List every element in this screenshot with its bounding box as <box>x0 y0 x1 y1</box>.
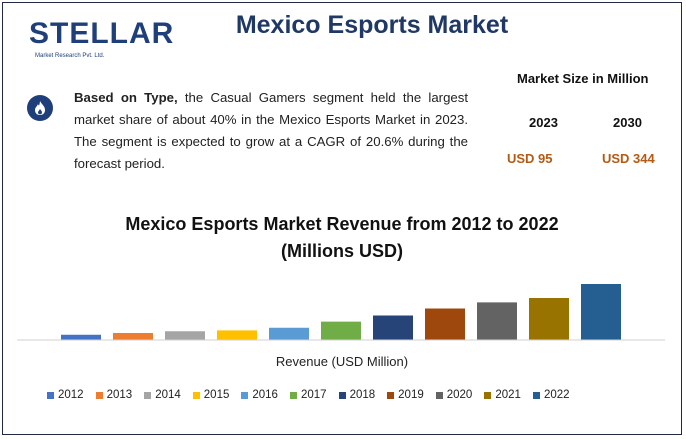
bar-2021 <box>529 298 569 340</box>
legend-swatch <box>532 391 540 399</box>
legend-swatch <box>484 391 492 399</box>
legend-item-2020: 2020 <box>435 389 473 401</box>
legend-swatch <box>289 391 297 399</box>
legend-label: 2020 <box>446 389 473 401</box>
summary-lead: Based on Type, <box>74 90 178 105</box>
legend-swatch <box>47 391 54 399</box>
bar-group <box>61 284 621 340</box>
logo-wordmark: STELLAR <box>29 17 175 50</box>
legend-swatch <box>387 391 395 399</box>
legend-label: 2018 <box>349 389 376 401</box>
legend-item-2018: 2018 <box>338 389 376 401</box>
chart-title-line: Mexico Esports Market Revenue from 2012 … <box>125 214 559 234</box>
bar-2022 <box>581 284 621 340</box>
stellar-logo: STELLAR Market Research Pvt. Ltd. <box>29 17 173 65</box>
bar-2013 <box>113 333 153 340</box>
page-title: Mexico Esports Market <box>235 11 509 39</box>
market-size-year-2023: 2023 <box>529 115 558 130</box>
bar-2017 <box>321 321 361 340</box>
revenue-bar-chart <box>17 284 665 341</box>
legend-swatch <box>338 391 346 399</box>
logo-subtitle: Market Research Pvt. Ltd. <box>35 53 105 59</box>
chart-legend: 2012 2013 2014 2015 2016 2017 2018 2019 2020 2021… <box>47 389 582 401</box>
bar-2014 <box>165 331 205 340</box>
legend-item-2019: 2019 <box>387 389 424 401</box>
bar-2019 <box>425 308 465 340</box>
legend-label: 2014 <box>155 389 181 401</box>
legend-label: 2016 <box>252 389 278 401</box>
bar-2015 <box>217 330 257 340</box>
legend-item-2016: 2016 <box>241 389 278 401</box>
legend-swatch <box>435 391 443 399</box>
legend-item-2014: 2014 <box>144 389 181 401</box>
summary-text: the Casual Gamers segment held the large… <box>74 90 469 171</box>
market-size-title: Market Size in Million <box>517 71 649 86</box>
chart-title: Mexico Esports Market Revenue from 2012 … <box>3 211 681 265</box>
x-axis-label: Revenue (USD Million) <box>275 354 409 369</box>
legend-item-2022: 2022 <box>532 389 570 401</box>
legend-item-2021: 2021 <box>484 389 521 401</box>
legend-label: 2021 <box>495 389 521 401</box>
legend-label: 2013 <box>106 389 133 401</box>
legend-item-2017: 2017 <box>289 389 327 401</box>
market-size-year-2030: 2030 <box>613 115 642 130</box>
legend-swatch <box>95 391 103 399</box>
legend-label: 2019 <box>398 389 424 401</box>
legend-label: 2012 <box>58 389 84 401</box>
legend-label: 2017 <box>300 389 327 401</box>
legend-swatch <box>241 391 249 399</box>
legend-item-2015: 2015 <box>192 389 230 401</box>
legend-item-2013: 2013 <box>95 389 133 401</box>
legend-label: 2022 <box>543 389 570 401</box>
legend-label: 2015 <box>203 389 230 401</box>
legend-swatch <box>144 391 152 399</box>
infographic-frame: STELLAR Market Research Pvt. Ltd. Mexico… <box>2 2 682 435</box>
chart-subtitle: (Millions USD) <box>281 241 403 261</box>
legend-item-2012: 2012 <box>47 389 84 401</box>
bar-2012 <box>61 334 101 340</box>
market-size-value-2023: USD 95 <box>507 151 553 166</box>
bar-2020 <box>477 302 517 340</box>
legend-swatch <box>192 391 200 399</box>
summary-paragraph: Based on Type, the Casual Gamers segment… <box>74 87 468 175</box>
bar-2016 <box>269 327 309 340</box>
bar-2018 <box>373 315 413 340</box>
flame-icon <box>27 95 53 121</box>
market-size-value-2030: USD 344 <box>602 151 655 166</box>
